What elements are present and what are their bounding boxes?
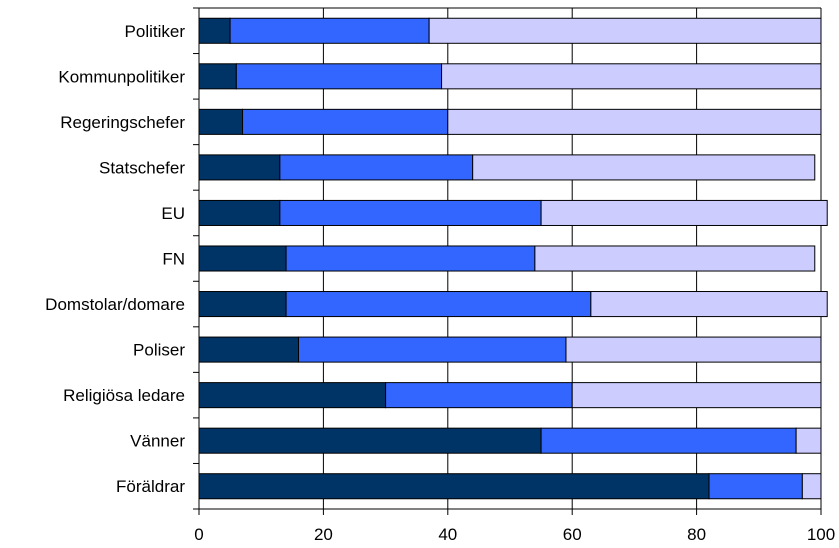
bar-segment	[708, 473, 803, 500]
category-label: Domstolar/domare	[45, 295, 185, 314]
bar-segment	[428, 17, 822, 44]
bar-segment	[198, 199, 281, 226]
category-label: Poliser	[133, 341, 185, 360]
bar-segment	[198, 108, 244, 135]
bar-segment	[565, 336, 822, 363]
bar-segment	[472, 154, 816, 181]
category-label: Religiösa ledare	[63, 386, 185, 405]
bar-segment	[298, 336, 567, 363]
category-label: Vänner	[130, 432, 185, 451]
category-label: Föräldrar	[116, 477, 185, 496]
bar-segment	[534, 245, 816, 272]
x-tick-label: 40	[438, 525, 457, 544]
bar-segment	[198, 382, 387, 409]
axes	[193, 7, 822, 515]
category-label: Politiker	[125, 22, 186, 41]
bar-segment	[795, 427, 822, 454]
bar-segment	[198, 245, 287, 272]
x-tick-label: 80	[687, 525, 706, 544]
bar-segment	[198, 17, 231, 44]
bar-segment	[229, 17, 430, 44]
category-label: Regeringschefer	[60, 113, 185, 132]
category-label: Statschefer	[99, 158, 185, 177]
x-tick-label: 0	[194, 525, 203, 544]
category-label: EU	[161, 204, 185, 223]
bar-segment	[279, 154, 474, 181]
bar-segment	[198, 427, 542, 454]
bar-segment	[285, 291, 592, 318]
bar-segment	[279, 199, 542, 226]
bars	[198, 17, 828, 500]
bar-segment	[235, 63, 443, 90]
bar-segment	[198, 473, 710, 500]
bar-segment	[198, 336, 300, 363]
bar-segment	[385, 382, 573, 409]
bar-segment	[540, 427, 797, 454]
bar-segment	[590, 291, 828, 318]
bar-segment	[801, 473, 822, 500]
x-tick-label: 20	[314, 525, 333, 544]
category-label: Kommunpolitiker	[58, 67, 185, 86]
bar-segment	[571, 382, 822, 409]
bar-segment	[447, 108, 822, 135]
bar-segment	[198, 63, 237, 90]
bar-segment	[198, 291, 287, 318]
bar-segment	[198, 154, 281, 181]
bar-segment	[285, 245, 536, 272]
bar-segment	[540, 199, 828, 226]
labels: 0 20 40 60 80 100 Politiker Kommunpolitiker Rege…	[45, 22, 835, 544]
category-label: FN	[162, 250, 185, 269]
bar-segment	[242, 108, 449, 135]
bar-segment	[441, 63, 822, 90]
x-tick-label: 60	[563, 525, 582, 544]
x-tick-label: 100	[807, 525, 835, 544]
